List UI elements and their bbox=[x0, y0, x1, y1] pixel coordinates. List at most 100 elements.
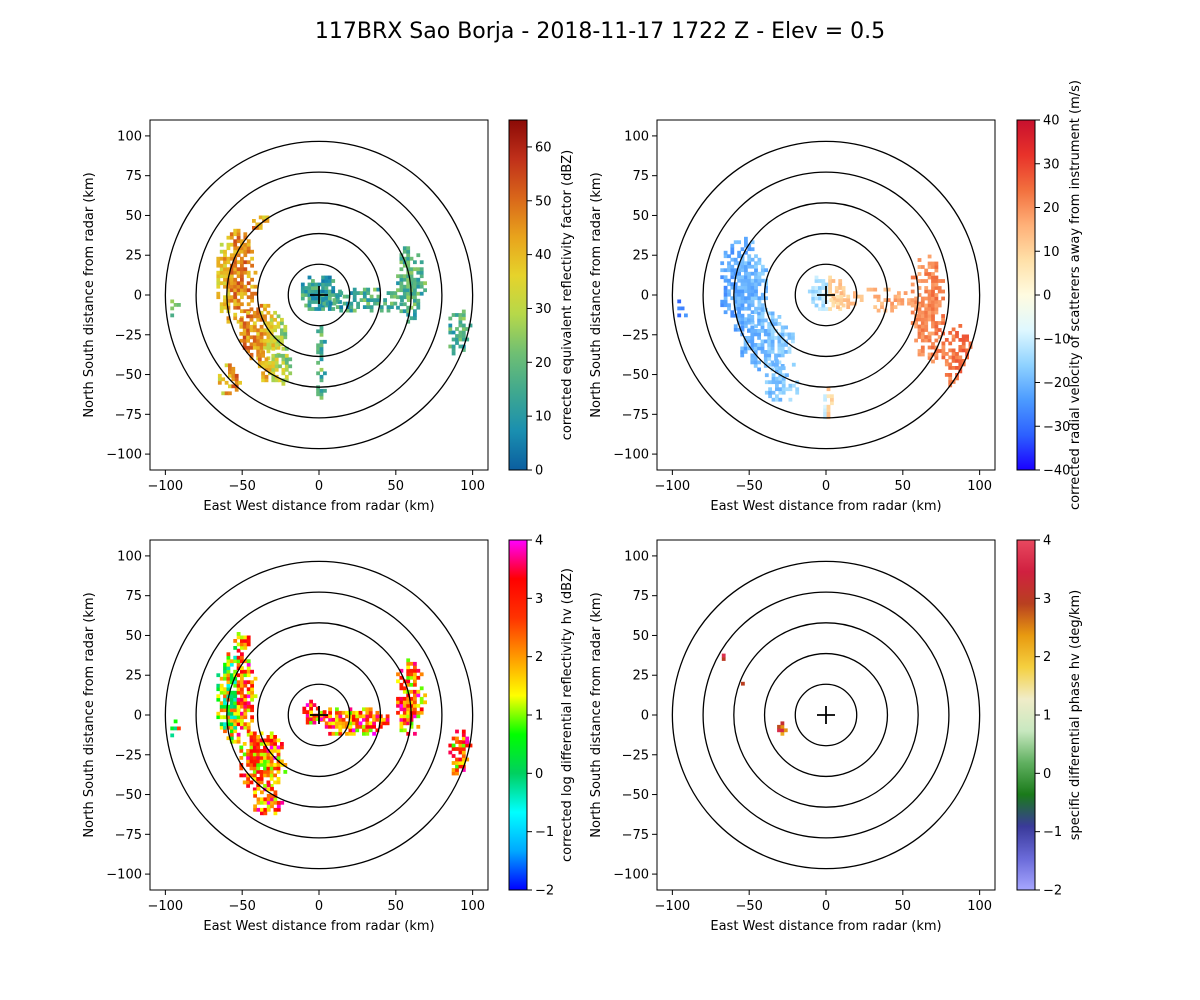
echo-cell bbox=[256, 800, 261, 805]
echo-cell bbox=[226, 683, 231, 688]
echo-cell bbox=[811, 293, 816, 297]
echo-cell bbox=[448, 323, 453, 328]
echo-cell bbox=[305, 713, 310, 718]
echo-cell bbox=[328, 731, 332, 736]
echo-cell bbox=[233, 288, 238, 293]
echo-cell bbox=[362, 724, 366, 729]
echo-cell bbox=[461, 316, 466, 321]
y-tick-label: 100 bbox=[117, 549, 142, 564]
echo-cell bbox=[743, 350, 748, 354]
echo-cell bbox=[260, 807, 264, 812]
echo-cell bbox=[754, 261, 758, 266]
echo-cell bbox=[236, 288, 241, 293]
echo-cell bbox=[461, 309, 466, 314]
echo-cell bbox=[302, 706, 307, 711]
echo-cell bbox=[934, 345, 939, 350]
echo-cell bbox=[242, 321, 247, 326]
echo-cell bbox=[924, 307, 929, 311]
echo-cell bbox=[733, 268, 738, 273]
echo-cell bbox=[233, 246, 238, 251]
echo-cell bbox=[243, 711, 248, 716]
echo-cell bbox=[413, 707, 417, 712]
echo-cell bbox=[348, 728, 353, 733]
echo-cell bbox=[931, 293, 935, 297]
echo-cell bbox=[839, 291, 844, 295]
y-tick-label: −50 bbox=[115, 368, 142, 383]
echo-cell bbox=[733, 327, 738, 332]
echo-cell bbox=[780, 353, 785, 358]
echo-cell bbox=[280, 759, 284, 764]
echo-cell bbox=[268, 364, 272, 369]
echo-cell bbox=[319, 374, 324, 379]
x-tick-label: −100 bbox=[655, 479, 691, 494]
echo-cell bbox=[771, 362, 776, 367]
echo-cell bbox=[243, 284, 248, 289]
echo-cell bbox=[720, 303, 725, 308]
echo-cell bbox=[276, 324, 281, 329]
echo-cell bbox=[775, 397, 779, 402]
echo-cell bbox=[402, 256, 407, 261]
echo-cell bbox=[941, 314, 945, 318]
echo-cell bbox=[240, 263, 244, 268]
echo-cell bbox=[720, 275, 725, 280]
echo-cell bbox=[273, 742, 277, 746]
echo-cell bbox=[413, 696, 417, 701]
echo-cell bbox=[373, 298, 377, 302]
echo-cell bbox=[402, 717, 407, 722]
echo-cell bbox=[252, 777, 257, 781]
echo-cell bbox=[231, 384, 236, 389]
echo-cell bbox=[416, 302, 421, 307]
echo-cell bbox=[321, 289, 325, 294]
echo-cell bbox=[451, 344, 456, 349]
echo-cell bbox=[256, 745, 261, 750]
echo-cell bbox=[233, 239, 238, 244]
echo-cell bbox=[941, 321, 945, 325]
echo-cell bbox=[259, 780, 264, 785]
echo-cell bbox=[763, 360, 768, 365]
echo-cell bbox=[223, 305, 227, 310]
y-tick-label: 25 bbox=[125, 669, 142, 684]
echo-cell bbox=[265, 219, 270, 223]
echo-cell bbox=[941, 289, 945, 294]
echo-cell bbox=[339, 291, 344, 295]
echo-cell bbox=[233, 722, 238, 727]
echo-cell bbox=[261, 374, 265, 379]
echo-cell bbox=[853, 301, 857, 306]
echo-cell bbox=[750, 282, 755, 287]
echo-cell bbox=[785, 373, 789, 378]
echo-cell bbox=[256, 310, 261, 315]
range-ring-40km bbox=[256, 232, 382, 358]
echo-cell bbox=[250, 690, 254, 695]
echo-cell bbox=[283, 328, 288, 333]
echo-cell bbox=[423, 281, 427, 286]
echo-cell bbox=[406, 696, 411, 701]
echo-cell bbox=[355, 721, 360, 726]
echo-cell bbox=[243, 253, 248, 258]
echo-cell bbox=[263, 745, 267, 750]
y-tick-label: −25 bbox=[115, 748, 142, 763]
echo-cell bbox=[365, 721, 370, 726]
echo-cell bbox=[276, 756, 281, 760]
y-tick-label: 25 bbox=[632, 669, 649, 684]
echo-cell bbox=[256, 335, 261, 340]
echo-cell bbox=[319, 350, 324, 355]
echo-cell bbox=[246, 662, 251, 667]
echo-cell bbox=[416, 689, 421, 694]
echo-cell bbox=[826, 404, 831, 409]
echo-cell bbox=[941, 296, 945, 301]
echo-cell bbox=[252, 314, 257, 319]
echo-cell bbox=[280, 321, 284, 326]
echo-cell bbox=[924, 338, 929, 343]
echo-cell bbox=[242, 780, 247, 785]
echo-cell bbox=[727, 261, 731, 266]
echo-cell bbox=[917, 331, 922, 336]
echo-cell bbox=[236, 673, 241, 678]
echo-cell bbox=[406, 295, 411, 300]
echo-cell bbox=[263, 770, 267, 774]
echo-cell bbox=[256, 759, 261, 764]
echo-cell bbox=[242, 345, 247, 350]
echo-cell bbox=[920, 324, 925, 329]
echo-cell bbox=[229, 673, 234, 678]
echo-cell bbox=[233, 256, 238, 261]
echo-cell bbox=[263, 342, 267, 347]
